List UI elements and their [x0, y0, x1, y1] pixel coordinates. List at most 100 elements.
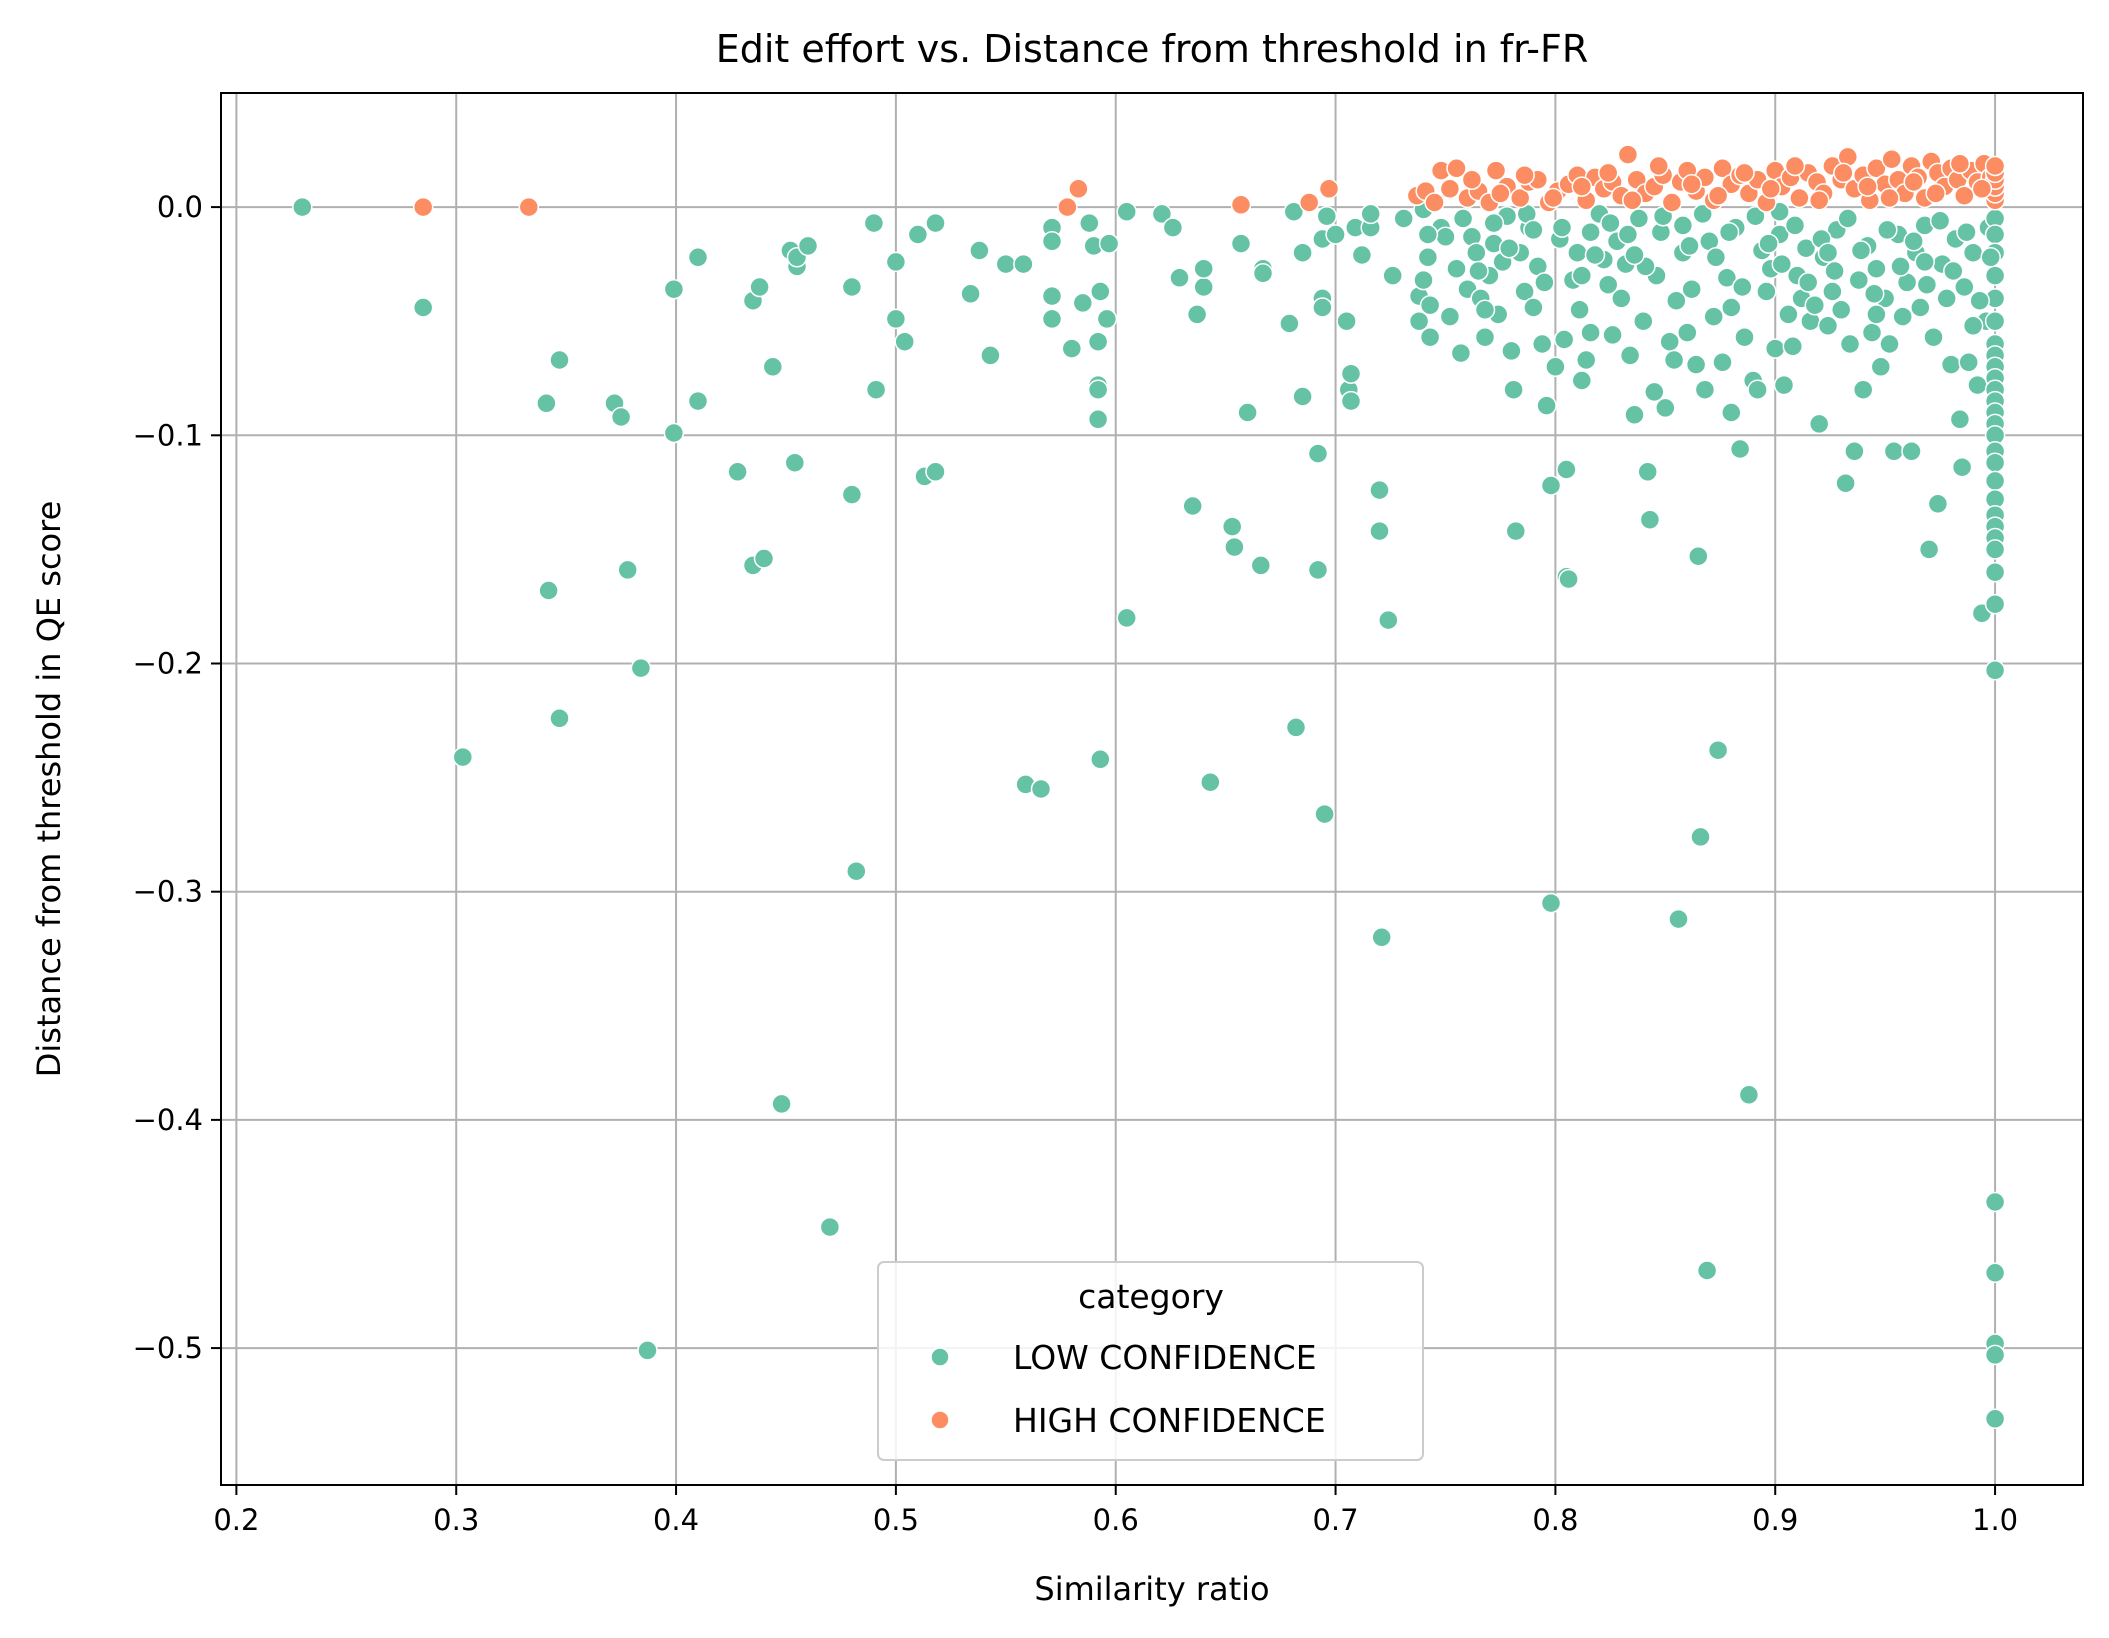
scatter-point	[1498, 237, 1520, 259]
scatter-point	[1617, 224, 1639, 245]
scatter-point	[1628, 208, 1650, 229]
scatter-point	[1797, 272, 1819, 293]
scatter-point	[1617, 144, 1639, 165]
scatter-point	[1830, 299, 1852, 321]
scatter-point	[1571, 370, 1593, 391]
scatter-point	[925, 212, 946, 234]
legend-box	[877, 1261, 1424, 1461]
scatter-point	[1738, 1084, 1760, 1106]
scatter-point	[1956, 221, 1977, 243]
scatter-point	[1639, 509, 1661, 530]
scatter-point	[1090, 281, 1111, 302]
scatter-point	[1545, 356, 1566, 378]
scatter-point	[1419, 326, 1441, 348]
scatter-point	[1151, 203, 1173, 225]
scatter-point	[1413, 269, 1434, 291]
scatter-point	[1808, 190, 1830, 211]
scatter-point	[687, 390, 709, 412]
scatter-point	[1721, 402, 1742, 423]
series-low-confidence	[292, 196, 2006, 1430]
scatter-point	[1584, 244, 1606, 266]
scatter-point	[1611, 288, 1632, 309]
scatter-point	[1839, 333, 1861, 355]
legend-title: category	[1078, 1277, 1224, 1316]
scatter-point	[1663, 349, 1685, 371]
scatter-point	[1624, 404, 1645, 426]
legend-label-high-confidence: HIGH CONFIDENCE	[1013, 1401, 1326, 1440]
scatter-point	[1984, 660, 2006, 681]
scatter-point	[1661, 192, 1683, 213]
legend-label-low-confidence: LOW CONFIDENCE	[1013, 1338, 1317, 1377]
scatter-point	[1580, 322, 1601, 343]
chart-title: Edit effort vs. Distance from threshold …	[716, 27, 1589, 71]
scatter-point	[1068, 178, 1089, 200]
scatter-point	[1030, 778, 1052, 800]
scatter-point	[1041, 285, 1063, 307]
scatter-point	[1279, 313, 1300, 334]
scatter-point	[1866, 304, 1887, 325]
y-tick-label: −0.1	[133, 418, 203, 452]
scatter-point	[1980, 247, 2001, 268]
scatter-point	[1949, 409, 1971, 430]
scatter-point	[1090, 749, 1111, 770]
scatter-point	[1336, 310, 1357, 332]
scatter-point	[1954, 276, 1975, 298]
scatter-point	[1186, 304, 1208, 325]
scatter-point	[749, 276, 770, 298]
scatter-point	[1984, 1262, 2006, 1284]
scatter-point	[894, 331, 915, 352]
scatter-point	[1808, 413, 1830, 435]
scatter-point	[1734, 326, 1755, 348]
x-axis-label: Similarity ratio	[1034, 1570, 1269, 1608]
scatter-point	[1923, 326, 1944, 348]
scatter-point	[1503, 379, 1524, 400]
y-tick-label: −0.3	[133, 875, 203, 909]
scatter-point	[663, 422, 685, 444]
scatter-point	[1681, 174, 1702, 195]
scatter-point	[1837, 208, 1859, 229]
y-tick-label: −0.5	[133, 1331, 203, 1365]
scatter-point	[925, 461, 946, 483]
scatter-point	[846, 860, 867, 882]
scatter-point	[1221, 516, 1243, 537]
scatter-point	[1087, 379, 1109, 400]
scatter-point	[1866, 158, 1887, 179]
scatter-point	[865, 379, 887, 400]
scatter-point	[1668, 908, 1689, 930]
scatter-point	[1688, 545, 1709, 567]
scatter-point	[1817, 242, 1839, 263]
legend: category LOW CONFIDENCE HIGH CONFIDENCE	[877, 1261, 1424, 1461]
scatter-point	[1013, 253, 1034, 275]
scatter-point	[1861, 322, 1883, 343]
scatter-point	[1087, 331, 1109, 352]
scatter-point	[797, 235, 819, 257]
x-tick-label: 0.8	[1532, 1503, 1578, 1537]
scatter-point	[1041, 308, 1063, 330]
scatter-point	[1351, 244, 1373, 266]
scatter-point	[1314, 803, 1335, 825]
scatter-point	[1901, 441, 1922, 462]
scatter-point	[1784, 215, 1806, 236]
scatter-point	[1230, 233, 1252, 254]
scatter-point	[1903, 171, 1924, 193]
scatter-point	[1795, 237, 1817, 259]
scatter-point	[292, 196, 313, 218]
scatter-point	[753, 548, 775, 569]
scatter-point	[1764, 338, 1786, 359]
scatter-point	[1531, 333, 1553, 355]
scatter-point	[1446, 258, 1467, 279]
scatter-point	[1655, 397, 1676, 419]
scatter-point	[1721, 297, 1742, 318]
scatter-point	[1648, 155, 1669, 177]
scatter-point	[617, 559, 638, 581]
scatter-point	[1597, 274, 1619, 295]
scatter-point	[1340, 363, 1362, 384]
scatter-point	[1707, 185, 1729, 206]
scatter-point	[637, 1340, 658, 1361]
plot-frame	[220, 92, 2084, 1486]
x-tick-label: 0.9	[1752, 1503, 1798, 1537]
scatter-point	[1916, 274, 1938, 295]
scatter-point	[1822, 281, 1843, 302]
scatter-point	[1925, 183, 1946, 204]
scatter-point	[1041, 231, 1063, 252]
